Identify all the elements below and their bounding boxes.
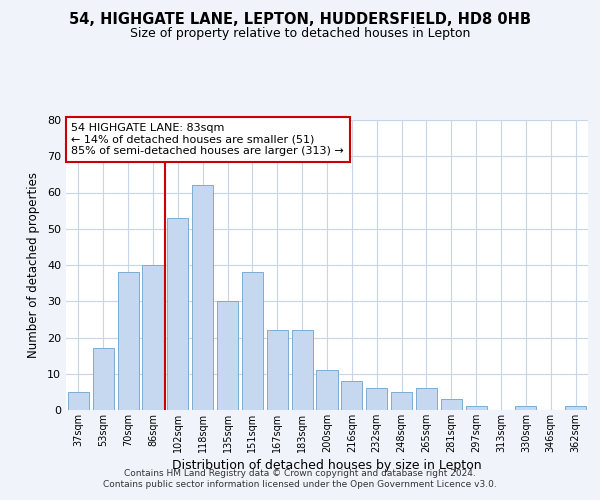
Bar	[267, 330, 288, 410]
Bar	[416, 388, 437, 410]
Bar	[316, 370, 338, 410]
Bar	[565, 406, 586, 410]
Bar	[515, 406, 536, 410]
Bar	[192, 185, 213, 410]
Bar	[93, 348, 114, 410]
Bar	[167, 218, 188, 410]
Bar	[118, 272, 139, 410]
Bar	[217, 301, 238, 410]
Y-axis label: Number of detached properties: Number of detached properties	[27, 172, 40, 358]
Bar	[341, 381, 362, 410]
Bar	[391, 392, 412, 410]
Bar	[142, 265, 164, 410]
Text: 54 HIGHGATE LANE: 83sqm
← 14% of detached houses are smaller (51)
85% of semi-de: 54 HIGHGATE LANE: 83sqm ← 14% of detache…	[71, 123, 344, 156]
Bar	[466, 406, 487, 410]
Text: Contains HM Land Registry data © Crown copyright and database right 2024.: Contains HM Land Registry data © Crown c…	[124, 468, 476, 477]
Bar	[366, 388, 387, 410]
Bar	[441, 399, 462, 410]
Bar	[242, 272, 263, 410]
Bar	[292, 330, 313, 410]
Text: Contains public sector information licensed under the Open Government Licence v3: Contains public sector information licen…	[103, 480, 497, 489]
Bar	[68, 392, 89, 410]
Text: 54, HIGHGATE LANE, LEPTON, HUDDERSFIELD, HD8 0HB: 54, HIGHGATE LANE, LEPTON, HUDDERSFIELD,…	[69, 12, 531, 28]
Text: Size of property relative to detached houses in Lepton: Size of property relative to detached ho…	[130, 28, 470, 40]
X-axis label: Distribution of detached houses by size in Lepton: Distribution of detached houses by size …	[172, 459, 482, 472]
